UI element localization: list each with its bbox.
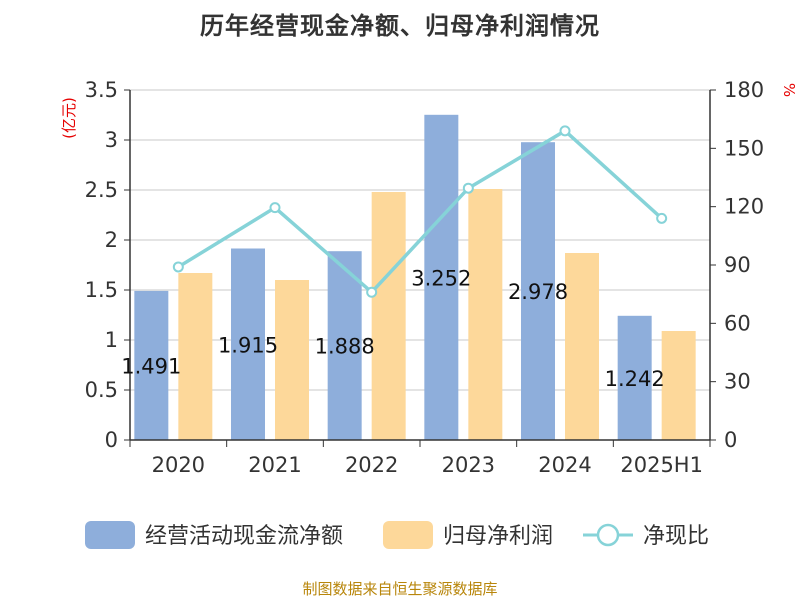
- bar-cash-flow: [231, 248, 265, 440]
- source-note: 制图数据来自恒生聚源数据库: [302, 580, 498, 598]
- bar-cash-flow: [424, 114, 459, 441]
- legend-label-cash-flow: 经营活动现金流净额: [145, 524, 343, 549]
- y-left-tick-label: 1.5: [85, 278, 118, 302]
- bar-series-layer: [134, 114, 696, 441]
- y-left-tick-label: 3: [105, 128, 118, 152]
- data-label-cash-flow: 1.915: [218, 333, 278, 357]
- bar-net-profit: [371, 192, 406, 440]
- line-cash-ratio: [177, 128, 663, 295]
- chart-title: 历年经营现金净额、归母净利润情况: [200, 12, 600, 40]
- point-cash-ratio: [366, 286, 378, 298]
- legend-item-cash-ratio[interactable]: 净现比: [583, 523, 709, 549]
- y-left-tick-label: 0.5: [85, 378, 118, 402]
- y-right-tick-label: 90: [724, 253, 751, 277]
- point-cash-ratio: [462, 182, 474, 194]
- data-label-cash-flow: 3.252: [411, 266, 471, 290]
- right-axis-unit-label: %: [780, 83, 798, 97]
- bar-cash-flow: [327, 251, 362, 440]
- bar-net-profit: [565, 253, 599, 440]
- point-cash-ratio: [269, 202, 281, 214]
- x-tick-label: 2021: [248, 453, 301, 477]
- y-right-tick-label: 30: [724, 370, 751, 394]
- y-right-tick-label: 180: [724, 78, 764, 102]
- x-tick-label: 2020: [152, 453, 205, 477]
- bar-net-profit: [275, 280, 309, 440]
- legend-swatch-net-profit: [383, 521, 433, 549]
- legend-label-cash-ratio: 净现比: [643, 524, 709, 549]
- line-series-layer: [172, 125, 668, 298]
- x-tick-label: 2025H1: [620, 453, 703, 477]
- x-tick-label: 2024: [538, 453, 591, 477]
- data-labels: 1.491 1.915 1.888 3.252 2.978 1.242: [121, 266, 664, 391]
- y-left-tick-label: 2: [105, 228, 118, 252]
- y-left-tick-label: 0: [105, 428, 118, 452]
- point-cash-ratio: [172, 261, 184, 273]
- y-right-tick-label: 120: [724, 195, 764, 219]
- y-right-tick-label: 150: [724, 136, 764, 160]
- x-tick-label: 2023: [442, 453, 495, 477]
- bar-cash-flow: [521, 142, 555, 440]
- y-right-tick-label: 0: [724, 428, 737, 452]
- data-label-cash-flow: 1.888: [315, 335, 375, 359]
- y-left-tick-label: 3.5: [85, 78, 118, 102]
- legend-item-cash-flow[interactable]: 经营活动现金流净额: [85, 521, 343, 549]
- bar-cash-flow: [134, 290, 169, 440]
- bar-net-profit: [661, 331, 696, 440]
- bar-net-profit: [468, 189, 503, 440]
- bar-cash-flow: [617, 315, 652, 440]
- axes: 0 0.5 1 1.5 2 2.5 3 3.5 0 30 60 90 120 150 180 2020 2021…: [85, 78, 765, 477]
- data-label-cash-flow: 2.978: [508, 280, 568, 304]
- x-tick-label: 2022: [345, 453, 398, 477]
- point-cash-ratio: [559, 125, 571, 137]
- y-left-tick-label: 2.5: [85, 178, 118, 202]
- y-right-tick-label: 60: [724, 311, 751, 335]
- point-cash-ratio: [656, 212, 668, 224]
- legend: 经营活动现金流净额 归母净利润 净现比: [85, 521, 709, 549]
- grid-lines: [130, 89, 710, 391]
- data-label-cash-flow: 1.491: [121, 354, 181, 378]
- left-axis-unit-label: (亿元): [60, 97, 78, 139]
- data-label-cash-flow: 1.242: [605, 367, 665, 391]
- bar-net-profit: [178, 273, 213, 440]
- legend-swatch-cash-flow: [85, 521, 135, 549]
- y-left-tick-label: 1: [105, 328, 118, 352]
- legend-marker-cash-ratio: [596, 523, 620, 547]
- legend-label-net-profit: 归母净利润: [443, 524, 553, 549]
- legend-item-net-profit[interactable]: 归母净利润: [383, 521, 553, 549]
